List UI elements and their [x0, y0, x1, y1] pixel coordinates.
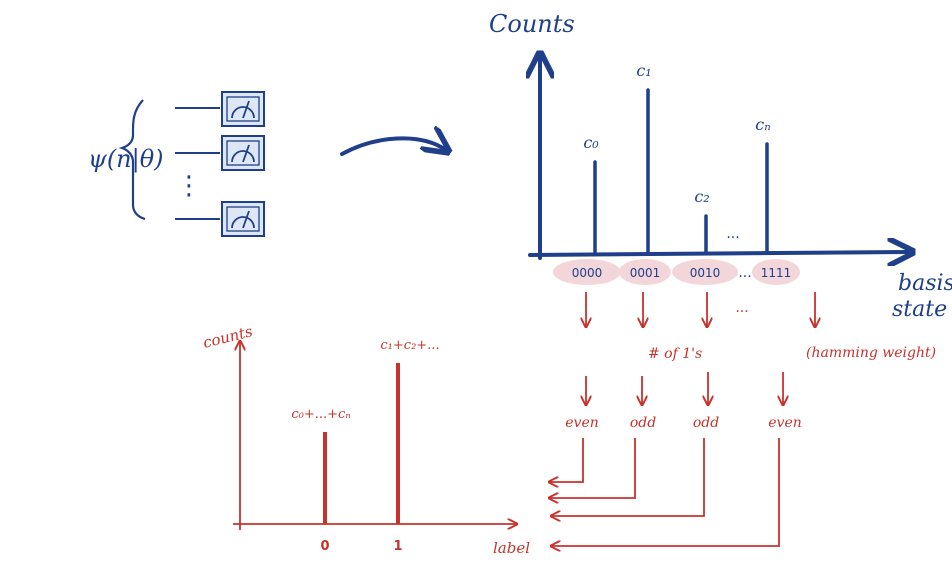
bottom-bar-label: c₀+...+cₙ	[291, 407, 350, 422]
bottom-chart: counts label c₀+...+cₙ 0 c₁+c₂+... 1	[201, 322, 530, 557]
state-highlight	[672, 259, 738, 285]
parity-label: odd	[630, 415, 656, 431]
bottom-tick-label: 0	[320, 539, 329, 554]
top-bar-label: cₙ	[755, 115, 770, 134]
circuit: ψ(n|θ) ⋮	[88, 91, 265, 237]
state-highlight	[619, 259, 671, 285]
measure-icon	[221, 135, 265, 171]
top-gap-dots: ...	[726, 226, 739, 242]
bottom-bar-label: c₁+c₂+...	[380, 338, 439, 353]
measure-icon	[221, 91, 265, 127]
top-x-axis	[528, 252, 910, 255]
top-x-label-line1: basis	[898, 271, 952, 296]
curved-arrow-icon	[340, 138, 446, 154]
top-bar-label: c₁	[636, 61, 651, 80]
parity-label: even	[565, 415, 599, 431]
state-label: 0000	[572, 266, 603, 280]
left-brace	[118, 99, 146, 221]
hamming-label: (hamming weight)	[806, 345, 936, 361]
connector-arrow	[550, 438, 636, 498]
parity-label: even	[768, 415, 802, 431]
under-dots: ...	[735, 300, 748, 316]
mapping: # of 1's (hamming weight) even odd odd even	[550, 292, 936, 546]
top-x-label-line2: state	[892, 297, 947, 322]
bottom-y-label: counts	[201, 322, 255, 352]
top-bars: c₀ c₁ c₂ cₙ	[583, 61, 771, 254]
count-label: # of 1's	[648, 346, 702, 362]
bottom-tick-label: 1	[393, 539, 402, 554]
states-gap-dots: ...	[738, 265, 751, 281]
top-y-label: Counts	[489, 10, 575, 38]
bottom-x-label: label	[493, 539, 530, 557]
state-highlight	[752, 259, 800, 285]
parities: even odd odd even	[565, 415, 802, 431]
connector-arrow	[552, 438, 705, 516]
top-bar-label: c₀	[583, 133, 599, 152]
top-bar-label: c₂	[694, 187, 709, 206]
state-highlight	[553, 259, 621, 285]
connector-arrow	[550, 438, 584, 482]
state-label: 0001	[630, 266, 661, 280]
top-chart: Counts basis state c₀ c₁ c₂ cₙ ... 0000 0001…	[489, 10, 952, 322]
state-label: 1111	[761, 266, 792, 280]
state-label: 0010	[690, 266, 721, 280]
measure-icon	[221, 201, 265, 237]
vdots: ⋮	[176, 171, 202, 201]
connector-arrow	[552, 438, 780, 546]
bottom-bars: c₀+...+cₙ 0 c₁+c₂+... 1	[291, 338, 439, 554]
parity-label: odd	[693, 415, 719, 431]
top-states: 0000 0001 0010 1111	[572, 266, 792, 280]
